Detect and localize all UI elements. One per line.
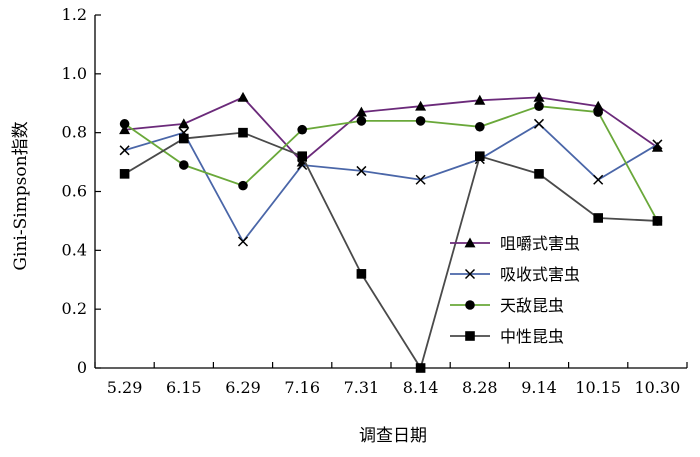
data-point (356, 116, 367, 126)
series-line-3 (124, 105, 659, 222)
legend-marker (464, 268, 476, 280)
data-point (237, 91, 249, 102)
x-tick-label: 5.29 (107, 378, 143, 397)
data-point (652, 216, 663, 226)
y-tick-label: 0 (77, 358, 87, 377)
y-tick-label: 0.2 (62, 299, 87, 318)
y-tick-label: 1.2 (62, 5, 87, 24)
data-point (119, 124, 131, 135)
x-tick-label: 6.29 (225, 378, 261, 397)
data-point (475, 121, 485, 132)
data-point (297, 124, 308, 135)
y-tick-label: 1.0 (62, 64, 87, 83)
x-tick-label: 10.15 (575, 378, 621, 397)
data-point (179, 133, 189, 144)
data-point (119, 119, 130, 129)
data-point (119, 169, 130, 179)
legend-label: 吸收式害虫 (500, 265, 580, 284)
data-point (474, 94, 486, 105)
legend-label: 咀嚼式害虫 (500, 234, 580, 253)
legend-marker (464, 237, 476, 248)
legend-item-1: 咀嚼式害虫 (450, 234, 580, 253)
legend-item-2: 吸收式害虫 (450, 265, 580, 284)
x-tick-label: 6.15 (166, 378, 202, 397)
data-point (415, 363, 426, 373)
data-point (178, 118, 190, 129)
series-4 (119, 127, 663, 373)
legend-marker (465, 300, 475, 310)
y-axis-title: Gini-Simpson指数 (11, 121, 31, 270)
x-tick-label: 8.28 (462, 378, 498, 397)
legend-label: 中性昆虫 (500, 327, 564, 346)
data-point (237, 236, 249, 247)
data-point (415, 100, 427, 111)
data-point (297, 151, 307, 161)
legend-marker (465, 331, 475, 341)
x-tick-label: 9.14 (521, 378, 557, 397)
data-point (533, 118, 545, 129)
series-line-2 (124, 122, 658, 244)
data-point (356, 165, 367, 176)
data-point (415, 174, 426, 185)
series-line-4 (124, 131, 658, 371)
data-point (238, 180, 248, 191)
series-2 (119, 118, 663, 247)
y-tick-label: 0.8 (62, 123, 87, 142)
data-point (593, 213, 603, 223)
x-axis-title: 调查日期 (359, 426, 427, 446)
series-line-1 (124, 96, 658, 164)
x-tick-label: 7.16 (284, 378, 320, 397)
data-point (533, 91, 545, 102)
data-point (355, 106, 367, 117)
y-tick-label: 0.4 (62, 240, 87, 259)
x-tick-label: 7.31 (344, 378, 380, 397)
data-point (238, 127, 248, 138)
data-point (534, 169, 544, 179)
legend-label: 天敌昆虫 (500, 296, 564, 315)
data-point (356, 269, 367, 279)
legend-item-3: 天敌昆虫 (450, 296, 564, 315)
series-1 (119, 91, 663, 167)
data-point (592, 100, 604, 111)
data-point (179, 160, 189, 170)
data-point (652, 139, 663, 150)
data-point (534, 101, 544, 111)
data-point (119, 145, 130, 156)
data-point (475, 151, 485, 161)
data-point (593, 107, 603, 117)
data-point (296, 156, 308, 167)
data-point (651, 141, 663, 152)
x-tick-label: 8.14 (403, 378, 439, 397)
y-tick-label: 0.6 (62, 182, 87, 201)
data-point (593, 174, 604, 185)
x-tick-label: 10.30 (634, 378, 680, 397)
data-point (415, 116, 426, 126)
legend-item-4: 中性昆虫 (450, 327, 564, 346)
